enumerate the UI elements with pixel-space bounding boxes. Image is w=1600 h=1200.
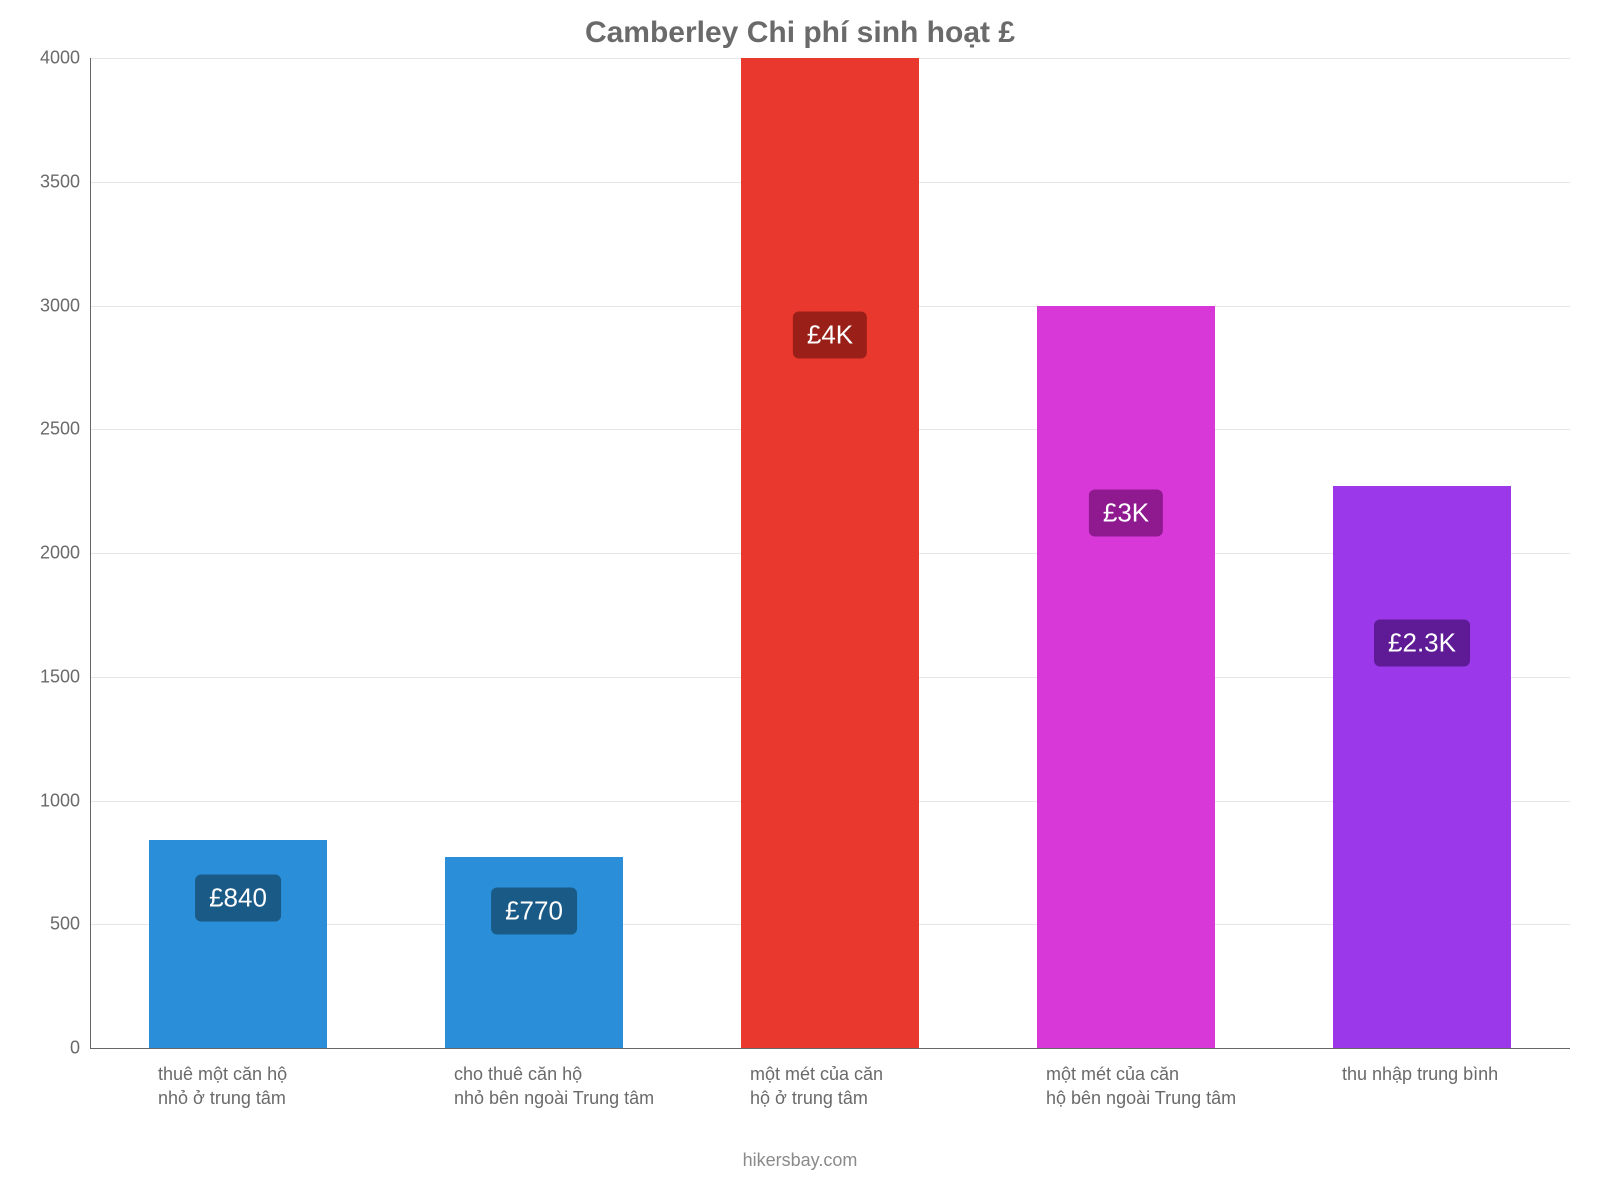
xtick-label-line: thuê một căn hộ bbox=[158, 1062, 287, 1086]
y-axis-line bbox=[90, 58, 91, 1048]
bar bbox=[445, 857, 623, 1048]
ytick-label: 2500 bbox=[10, 419, 80, 440]
ytick-label: 0 bbox=[10, 1038, 80, 1059]
xtick-label: cho thuê căn hộnhỏ bên ngoài Trung tâm bbox=[454, 1062, 654, 1111]
value-badge: £840 bbox=[195, 875, 281, 922]
ytick-label: 3000 bbox=[10, 295, 80, 316]
xtick-label-line: một mét của căn bbox=[1046, 1062, 1236, 1086]
xtick-label-line: một mét của căn bbox=[750, 1062, 883, 1086]
x-axis-line bbox=[90, 1048, 1570, 1049]
value-badge: £770 bbox=[491, 887, 577, 934]
xtick-label-line: nhỏ ở trung tâm bbox=[158, 1086, 287, 1110]
ytick-label: 4000 bbox=[10, 48, 80, 69]
bar bbox=[1333, 486, 1511, 1048]
bar bbox=[741, 58, 919, 1048]
value-badge: £3K bbox=[1089, 490, 1163, 537]
xtick-label-line: hộ bên ngoài Trung tâm bbox=[1046, 1086, 1236, 1110]
xtick-label-line: thu nhập trung bình bbox=[1342, 1062, 1498, 1086]
xtick-label: một mét của cănhộ ở trung tâm bbox=[750, 1062, 883, 1111]
ytick-label: 1500 bbox=[10, 666, 80, 687]
chart-title: Camberley Chi phí sinh hoạt £ bbox=[0, 16, 1600, 50]
ytick-label: 500 bbox=[10, 914, 80, 935]
bar bbox=[1037, 306, 1215, 1049]
ytick-label: 2000 bbox=[10, 543, 80, 564]
value-badge: £4K bbox=[793, 312, 867, 359]
ytick-label: 1000 bbox=[10, 790, 80, 811]
xtick-label-line: hộ ở trung tâm bbox=[750, 1086, 883, 1110]
bar bbox=[149, 840, 327, 1048]
xtick-label: một mét của cănhộ bên ngoài Trung tâm bbox=[1046, 1062, 1236, 1111]
ytick-label: 3500 bbox=[10, 171, 80, 192]
plot-area: 05001000150020002500300035004000£840thuê… bbox=[90, 58, 1570, 1048]
cost-of-living-chart: Camberley Chi phí sinh hoạt £ 0500100015… bbox=[0, 0, 1600, 1200]
xtick-label-line: nhỏ bên ngoài Trung tâm bbox=[454, 1086, 654, 1110]
xtick-label-line: cho thuê căn hộ bbox=[454, 1062, 654, 1086]
xtick-label: thu nhập trung bình bbox=[1342, 1062, 1498, 1086]
xtick-label: thuê một căn hộnhỏ ở trung tâm bbox=[158, 1062, 287, 1111]
chart-footer: hikersbay.com bbox=[0, 1150, 1600, 1171]
value-badge: £2.3K bbox=[1374, 620, 1470, 667]
